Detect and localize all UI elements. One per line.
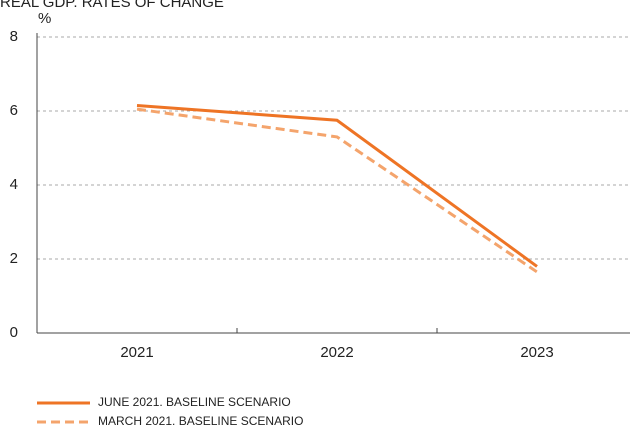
x-tick-label: 2023 bbox=[520, 344, 553, 361]
y-tick-label: 8 bbox=[10, 28, 18, 45]
y-tick-label: 6 bbox=[10, 102, 18, 119]
chart-title: REAL GDP. RATES OF CHANGE bbox=[0, 0, 224, 11]
legend-label: MARCH 2021. BASELINE SCENARIO bbox=[98, 414, 303, 428]
y-tick-label: 4 bbox=[10, 176, 18, 193]
x-tick-label: 2022 bbox=[320, 344, 353, 361]
series-line bbox=[136, 107, 538, 274]
y-tick-label: 2 bbox=[10, 250, 18, 267]
y-axis-unit: % bbox=[38, 10, 51, 27]
legend-label: JUNE 2021. BASELINE SCENARIO bbox=[98, 395, 291, 409]
y-tick-label: 0 bbox=[10, 324, 18, 341]
series-line bbox=[136, 103, 538, 268]
x-tick-label: 2021 bbox=[120, 344, 153, 361]
